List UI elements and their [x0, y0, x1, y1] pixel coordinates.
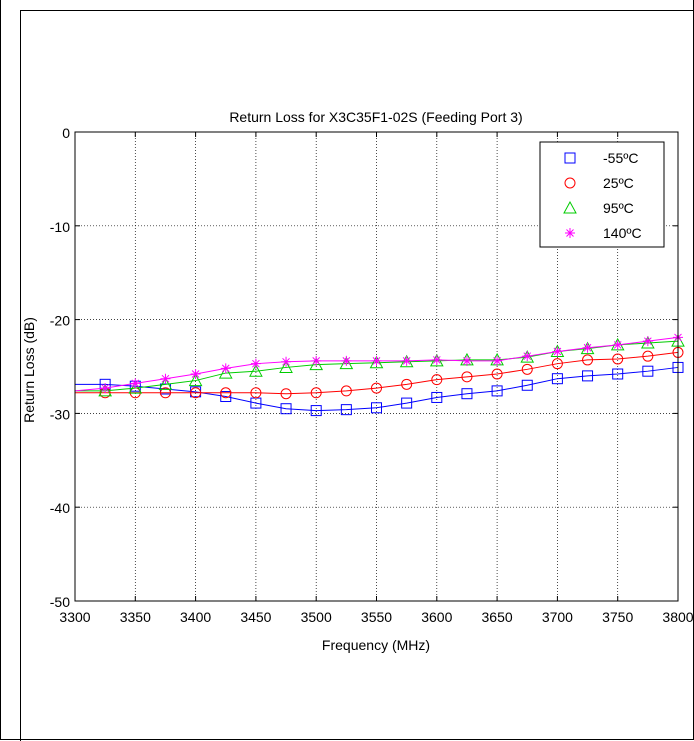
- x-tick-label: 3500: [301, 609, 332, 625]
- data-point: [612, 353, 624, 365]
- x-tick-label: 3400: [180, 609, 211, 625]
- data-point: [340, 385, 352, 397]
- data-point: [521, 379, 533, 391]
- data-point: [218, 366, 233, 379]
- data-point: [220, 363, 231, 374]
- data-point: [190, 369, 201, 380]
- data-point: [310, 405, 322, 417]
- data-point: [369, 355, 384, 369]
- legend: -55ºC 25ºC 95ºC 140ºC: [539, 141, 665, 248]
- data-point: [340, 404, 352, 416]
- legend-label: 95ºC: [603, 200, 634, 216]
- data-point: [582, 370, 594, 382]
- chart-title: Return Loss for X3C35F1-02S (Feeding Por…: [229, 109, 522, 125]
- x-tick-label: 3700: [542, 609, 573, 625]
- data-point: [281, 356, 292, 367]
- data-point: [250, 358, 261, 369]
- data-point: [280, 388, 292, 400]
- x-tick-label: 3650: [482, 609, 513, 625]
- data-point: [522, 351, 533, 362]
- data-point: [642, 365, 654, 377]
- series-3: [75, 334, 685, 397]
- legend-label: 25ºC: [603, 175, 634, 191]
- legend-label: 140ºC: [603, 225, 642, 241]
- data-point: [641, 336, 655, 349]
- y-tick-label: -20: [50, 313, 70, 329]
- x-tick-label: 3800: [662, 609, 693, 625]
- y-axis-label: Return Loss (dB): [21, 317, 37, 423]
- x-tick-label: 3750: [602, 609, 633, 625]
- data-point: [431, 354, 442, 365]
- data-point: [250, 387, 262, 399]
- data-point: [491, 385, 503, 397]
- x-axis-label: Frequency (MHz): [322, 637, 430, 653]
- x-tick-label: 3450: [240, 609, 271, 625]
- data-point: [431, 374, 443, 386]
- x-tick-label: 3300: [59, 609, 90, 625]
- data-point: [551, 373, 563, 385]
- data-point: [401, 378, 413, 390]
- data-point: [461, 355, 472, 366]
- data-point: [100, 383, 111, 394]
- x-tick-label: 3600: [421, 609, 452, 625]
- data-point: [521, 363, 533, 375]
- data-point: [642, 350, 654, 362]
- x-tick-label: 3350: [120, 609, 151, 625]
- y-tick-label: -40: [50, 500, 70, 516]
- data-point: [158, 377, 173, 390]
- figure-left-border: [20, 10, 21, 741]
- data-point: [431, 391, 443, 403]
- data-point: [310, 387, 322, 399]
- data-point: [371, 402, 382, 414]
- data-point: [279, 360, 293, 373]
- data-point: [582, 354, 594, 366]
- data-point: [612, 339, 623, 350]
- data-point: [642, 336, 653, 347]
- data-point: [160, 373, 171, 384]
- data-point: [188, 373, 203, 387]
- x-tick-label: 3550: [361, 609, 392, 625]
- legend-box: [539, 141, 665, 248]
- data-point: [612, 368, 624, 380]
- legend-marker: [564, 177, 576, 189]
- data-point: [311, 355, 322, 366]
- series-line: [75, 366, 679, 412]
- data-point: [401, 355, 412, 366]
- legend-label: -55ºC: [603, 150, 638, 166]
- data-point: [461, 371, 473, 383]
- data-point: [220, 387, 232, 399]
- figure-top-border: [20, 10, 694, 11]
- series-4: [74, 332, 683, 394]
- data-point: [401, 397, 413, 409]
- legend-marker: [565, 228, 575, 238]
- y-tick-label: -50: [50, 594, 70, 610]
- data-point: [491, 368, 503, 380]
- series-line: [75, 351, 679, 395]
- data-point: [371, 382, 382, 394]
- data-point: [220, 391, 232, 403]
- data-point: [492, 355, 503, 366]
- data-point: [249, 364, 263, 377]
- y-tick-label: 0: [62, 125, 70, 141]
- data-point: [280, 403, 292, 415]
- legend-marker: [563, 200, 577, 214]
- data-point: [341, 355, 352, 366]
- data-point: [371, 355, 382, 366]
- data-point: [190, 387, 202, 399]
- data-point: [582, 342, 593, 353]
- data-point: [461, 388, 473, 400]
- data-point: [552, 346, 563, 357]
- data-point: [128, 381, 143, 394]
- series-2: [75, 346, 684, 400]
- data-point: [551, 358, 563, 370]
- data-point: [159, 387, 171, 399]
- data-point: [130, 378, 141, 389]
- legend-marker: [564, 152, 576, 164]
- y-tick-label: -10: [50, 219, 70, 235]
- y-tick-label: -30: [50, 406, 70, 422]
